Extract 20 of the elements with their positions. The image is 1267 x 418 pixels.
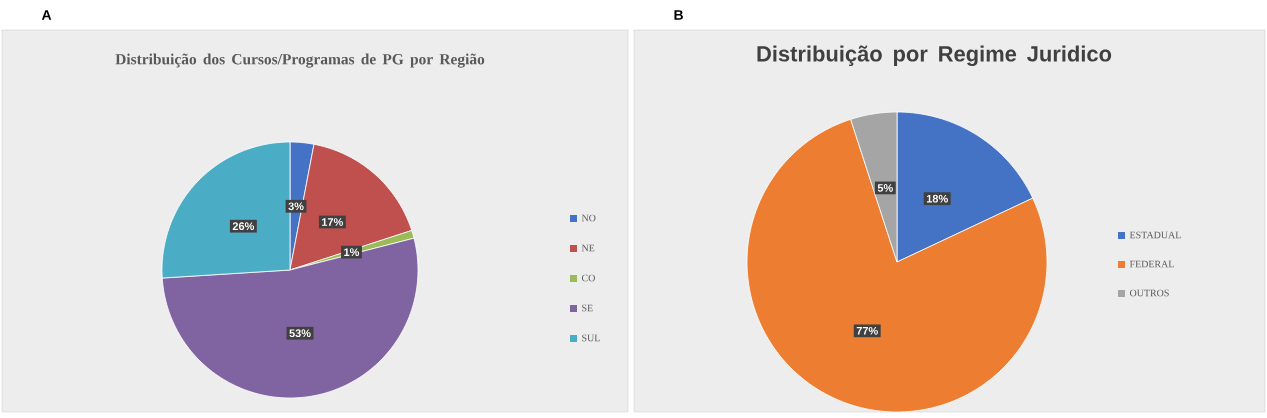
data-label: 18% (926, 194, 948, 203)
legend-label: OUTROS (1129, 289, 1169, 297)
data-label: 5% (877, 184, 893, 192)
legend-label: NO (581, 214, 596, 222)
text: B (674, 10, 683, 20)
legend-label: SE (582, 304, 593, 312)
legend-label: NE (581, 244, 595, 252)
data-label: 53% (289, 329, 311, 338)
legend-label: ESTADUAL (1129, 231, 1181, 239)
data-label: 26% (232, 222, 255, 231)
legend-label: SUL (582, 334, 600, 342)
data-label: 17% (322, 218, 343, 226)
data-label: 3% (288, 202, 304, 211)
legend-label: FEDERAL (1129, 260, 1174, 268)
text: A (41, 10, 52, 20)
chart-title: Distribuição dos Cursos/Programas de PG por Região (115, 53, 485, 68)
legend-label: CO (581, 274, 595, 282)
data-label: 77% (856, 326, 878, 335)
chart-title: Distribuição por Regime Juridico (757, 45, 1112, 67)
data-label: 1% (344, 248, 360, 256)
